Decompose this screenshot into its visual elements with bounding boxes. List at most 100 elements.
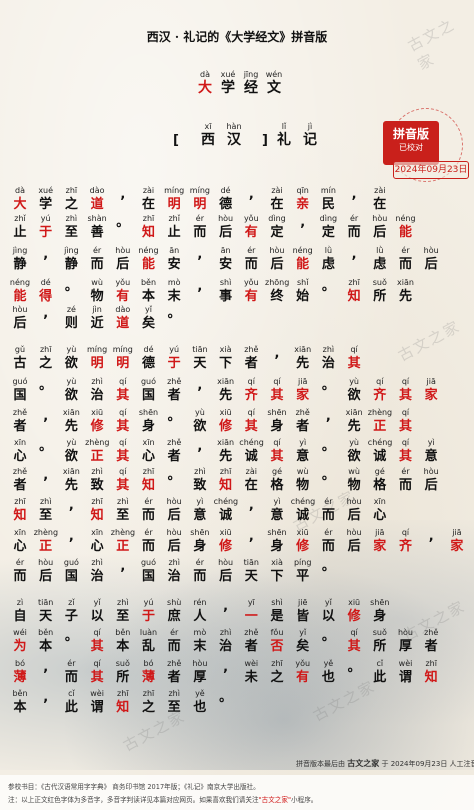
hanzi: 而	[193, 225, 207, 240]
hanzi: 而	[13, 569, 27, 584]
char-unit: zài 在	[265, 186, 289, 213]
char-unit: zhì 致	[85, 467, 109, 494]
char-unit: zhī 之	[59, 186, 83, 213]
hanzi: 能	[398, 225, 412, 240]
pinyin: xiān	[294, 345, 312, 354]
char-unit: 。	[316, 377, 340, 394]
char-unit: rén 人	[188, 598, 212, 625]
char-unit: hòu 后	[265, 246, 289, 273]
pinyin: ér	[401, 246, 410, 255]
hanzi: 其	[244, 419, 258, 434]
char-unit: shì 是	[265, 598, 289, 625]
hanzi: 齐	[373, 388, 387, 403]
hanzi: 虑	[373, 257, 387, 272]
pinyin: chéng	[213, 497, 239, 506]
char-unit: yù 欲	[59, 438, 83, 465]
pinyin: guó	[63, 558, 79, 567]
char-unit: hòu 后	[342, 528, 366, 555]
char-unit: zhī 之	[137, 689, 161, 716]
pinyin: ér	[170, 628, 179, 637]
pinyin: xīn	[142, 438, 155, 447]
hanzi: 其	[398, 449, 412, 464]
pinyin: zhì	[91, 467, 103, 476]
hanzi: 知	[219, 478, 233, 493]
hanzi: 其	[116, 449, 130, 464]
pinyin: hòu	[12, 305, 28, 314]
pinyin: xī	[204, 122, 212, 131]
pinyin: xiū	[219, 408, 232, 417]
hanzi: 。	[219, 690, 233, 705]
char-unit: ér 而	[316, 528, 340, 555]
pinyin: hòu	[423, 246, 439, 255]
pinyin: xīn	[373, 497, 386, 506]
char-unit: guó 国	[137, 558, 161, 585]
pinyin: dà	[200, 70, 210, 79]
hanzi: 能	[13, 289, 27, 304]
hanzi: 其	[116, 419, 130, 434]
pinyin: néng	[138, 246, 159, 255]
hanzi: ,	[43, 468, 49, 483]
pinyin: jì	[307, 122, 313, 131]
pinyin: zhèng	[367, 408, 393, 417]
pinyin: zài	[245, 467, 257, 476]
hanzi: 至	[39, 508, 53, 523]
char-unit: yǐ 以	[85, 598, 109, 625]
hanzi: 而	[398, 478, 412, 493]
char-unit: xiān 先	[291, 345, 315, 372]
reference-books: 参校书目：《古代汉语常用字字典》 商务印书馆 2017年版；《礼记》南京大学出版…	[8, 783, 260, 791]
char-unit: zhōng 终	[265, 278, 289, 305]
char-unit: zì 自	[8, 598, 32, 625]
char-unit: 。	[59, 628, 83, 645]
char-unit: zhèng 正	[111, 528, 135, 555]
pinyin: yù	[66, 438, 77, 447]
pinyin: zhì	[219, 628, 232, 637]
hanzi: 欲	[64, 449, 78, 464]
hanzi: 其	[116, 388, 130, 403]
hanzi: 国	[141, 569, 155, 584]
pinyin: yǐ	[299, 628, 307, 637]
pinyin: xiān	[217, 438, 235, 447]
char-unit: jiā 家	[419, 377, 443, 404]
char-unit: shù 庶	[162, 598, 186, 625]
char-unit: ér 而	[239, 246, 263, 273]
hanzi: ,	[351, 187, 357, 202]
hanzi: 身	[373, 609, 387, 624]
char-unit: guó 国	[59, 558, 83, 585]
char-unit: hòu 后	[419, 467, 443, 494]
hanzi: 后	[219, 569, 233, 584]
char-unit: jìng 静	[8, 246, 32, 273]
pinyin: hòu	[397, 628, 414, 637]
pinyin: hòu	[192, 659, 208, 668]
pinyin: hòu	[346, 528, 362, 537]
hanzi: 后	[167, 508, 181, 523]
hanzi: 其	[90, 670, 104, 685]
hanzi: 物	[296, 478, 310, 493]
pinyin: zhì	[168, 558, 180, 567]
char-unit: míng 明	[111, 345, 135, 372]
hanzi: 诚	[219, 508, 233, 523]
hanzi: 欲	[347, 388, 361, 403]
hanzi: 本	[116, 639, 130, 654]
char-unit: dé 得	[34, 278, 58, 305]
pinyin: chéng	[290, 497, 316, 506]
char-unit: xī 西	[196, 122, 220, 149]
footer-note: 注：以上正文红色字体为多音字，多音字判读详见本篇对应网页。如果喜欢我们请关注"古…	[8, 794, 317, 804]
pinyin: ān	[220, 246, 231, 255]
char-unit: shēn 身	[188, 528, 212, 555]
hanzi: 家	[296, 388, 310, 403]
footer-note-brand: "古文之家"	[258, 796, 292, 804]
hanzi: 知	[13, 508, 27, 523]
page-title: 西汉 · 礼记的《大学经文》拼音版	[146, 30, 328, 44]
colophon: 拼音版本最后由 古文之家 于 2024年09月23日 人工注音	[296, 758, 474, 769]
char-unit: hòu 后	[34, 558, 58, 585]
char-unit: 。	[59, 278, 83, 295]
hanzi: 者	[167, 670, 181, 685]
char-unit: zhì 至	[111, 497, 135, 524]
hanzi: 者	[244, 639, 258, 654]
hanzi: 矣	[141, 316, 155, 331]
char-unit: hòu 后	[214, 558, 238, 585]
hanzi: 先	[296, 356, 310, 371]
char-unit: yì 意	[265, 497, 289, 524]
hanzi: 知	[347, 289, 361, 304]
char-unit: dà 大	[193, 70, 217, 97]
